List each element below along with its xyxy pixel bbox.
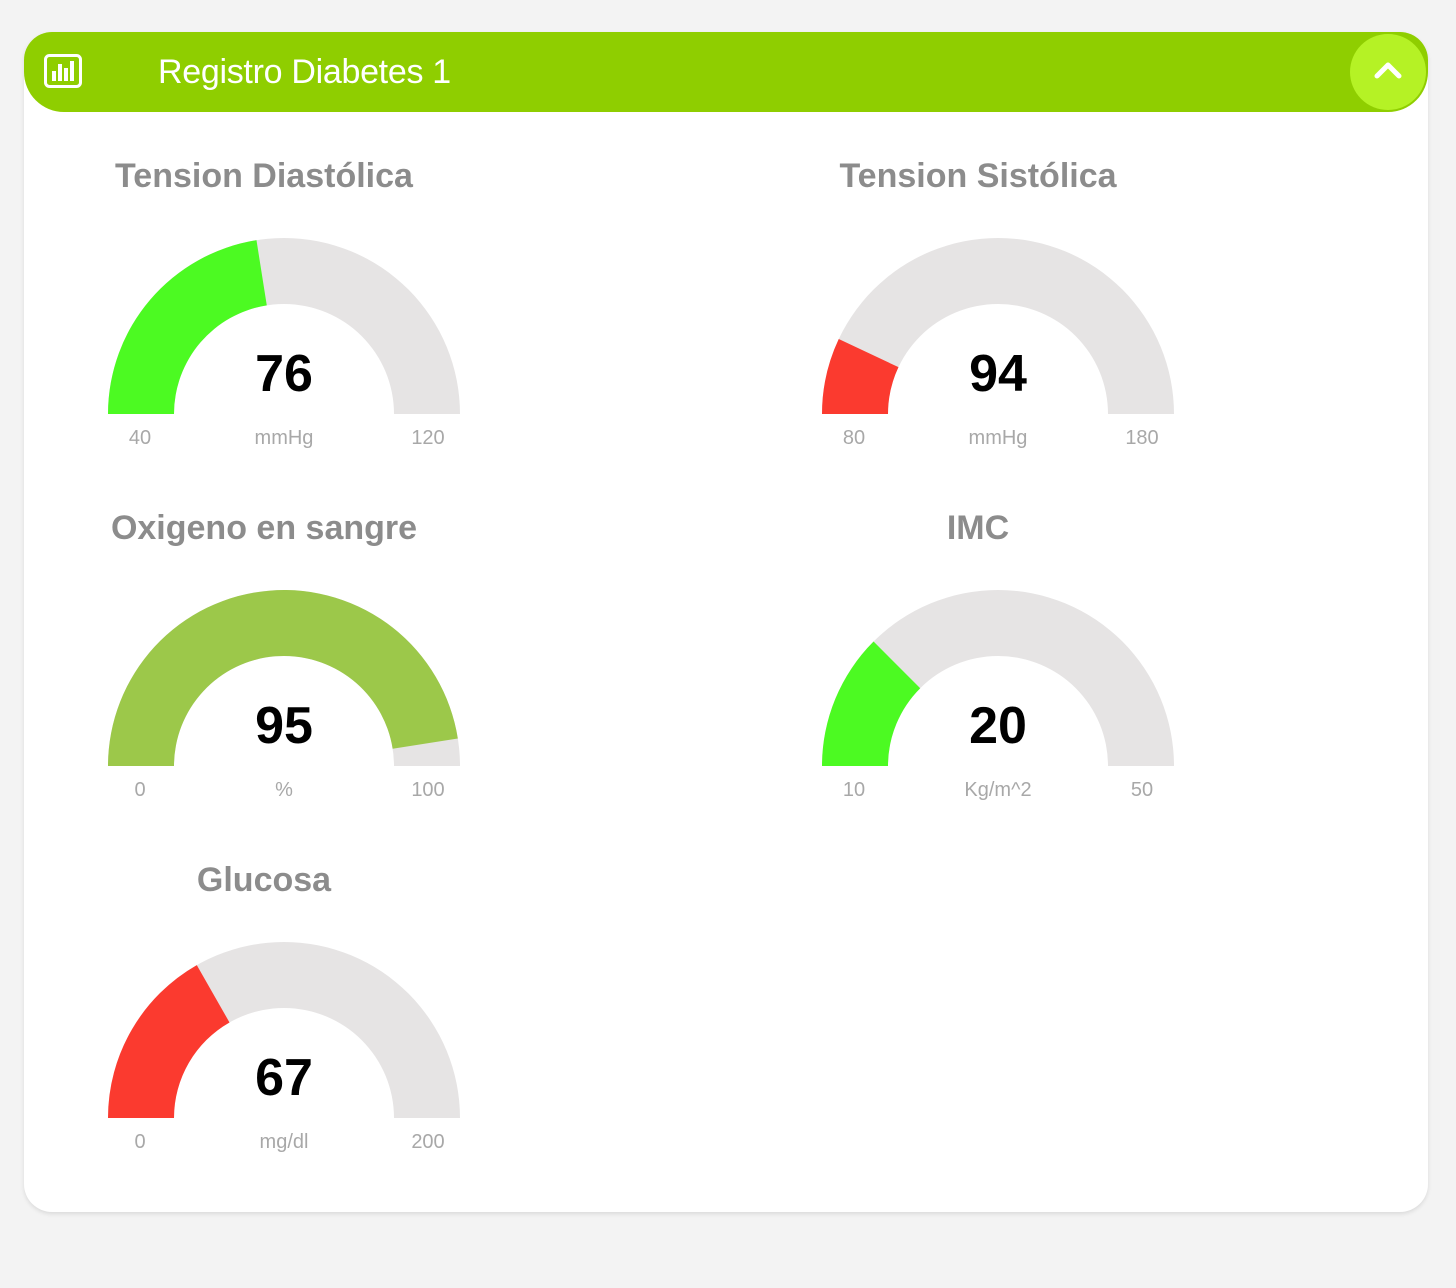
gauge-fill <box>822 339 899 414</box>
gauge-value: 94 <box>969 345 1027 403</box>
gauge-tension-sistolica: Tension Sistólica 94 80 mmHg 180 <box>758 156 1198 486</box>
gauge-title: Glucosa <box>196 861 332 899</box>
gauge-dial <box>108 942 460 1118</box>
gauge-oxigeno-en-sangre: Oxigeno en sangre 95 0 % 100 <box>44 508 484 838</box>
gauge-max-label: 200 <box>411 1131 445 1153</box>
gauge-fill <box>108 965 230 1118</box>
gauge-unit-label: mg/dl <box>259 1131 309 1153</box>
bar-chart-icon <box>44 54 82 88</box>
gauge-title: IMC <box>946 509 1010 547</box>
gauge-dial <box>822 590 1174 766</box>
gauge-unit-label: mmHg <box>968 427 1028 449</box>
gauge-unit-label: % <box>275 779 293 801</box>
gauge-fill <box>108 590 458 766</box>
gauge-dial <box>108 590 460 766</box>
gauge-max-label: 120 <box>411 427 445 449</box>
gauge-min-label: 40 <box>128 427 152 449</box>
gauge-min-label: 0 <box>134 1131 146 1153</box>
gauge-title: Tension Diastólica <box>115 157 413 195</box>
panel-title: Registro Diabetes 1 <box>158 53 451 91</box>
gauge-tension-diastolica: Tension Diastólica 76 40 mmHg 120 <box>44 156 484 486</box>
gauge-value: 95 <box>255 697 313 755</box>
gauge-value: 76 <box>255 345 313 403</box>
gauge-value: 67 <box>255 1049 313 1107</box>
gauge-fill <box>108 240 267 414</box>
gauge-track <box>822 590 1174 766</box>
gauge-unit-label: Kg/m^2 <box>964 779 1032 801</box>
gauge-dial <box>822 238 1174 414</box>
gauge-glucosa: Glucosa 67 0 mg/dl 200 <box>44 860 484 1190</box>
gauge-min-label: 10 <box>842 779 866 801</box>
gauge-title: Oxigeno en sangre <box>110 509 418 547</box>
collapse-button[interactable] <box>1350 34 1426 110</box>
gauge-track <box>822 238 1174 414</box>
gauge-max-label: 180 <box>1125 427 1159 449</box>
gauge-imc: IMC 20 10 Kg/m^2 50 <box>758 508 1198 838</box>
gauge-min-label: 0 <box>134 779 146 801</box>
panel-header: Registro Diabetes 1 <box>24 32 1428 112</box>
gauge-dial <box>108 238 460 414</box>
gauge-max-label: 50 <box>1130 779 1154 801</box>
gauge-value: 20 <box>969 697 1027 755</box>
gauge-unit-label: mmHg <box>254 427 314 449</box>
gauge-min-label: 80 <box>842 427 866 449</box>
chevron-up-icon <box>1373 60 1403 85</box>
gauge-title: Tension Sistólica <box>839 157 1117 195</box>
gauge-fill <box>822 641 921 766</box>
diabetes-register-panel: Registro Diabetes 1 Tension Diastólica 7… <box>24 32 1428 1212</box>
gauge-max-label: 100 <box>411 779 445 801</box>
